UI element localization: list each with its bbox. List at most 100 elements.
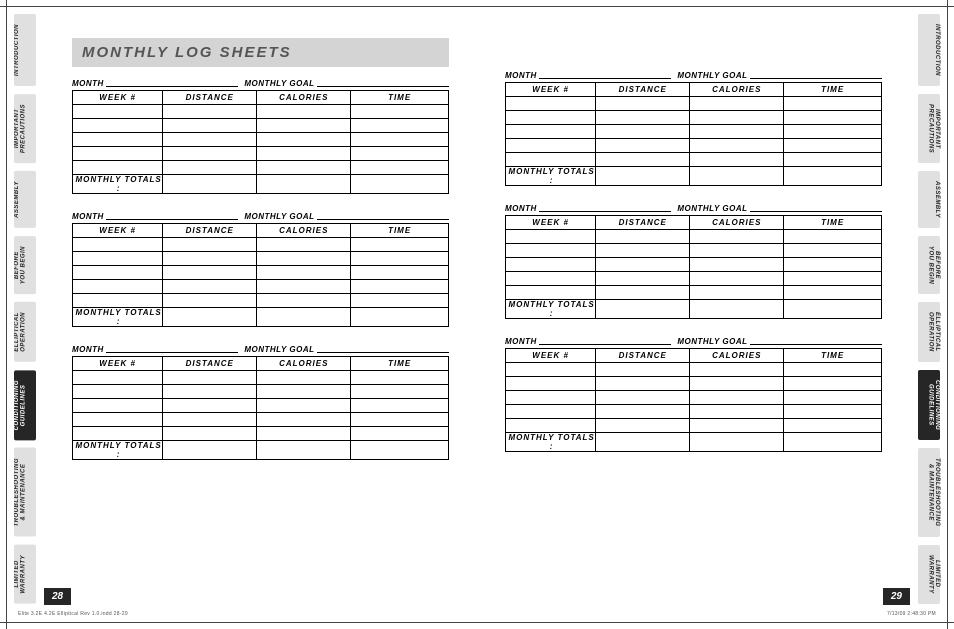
cell-time[interactable] bbox=[784, 125, 882, 139]
cell-calories[interactable] bbox=[257, 266, 351, 280]
cell-time[interactable] bbox=[784, 111, 882, 125]
cell-calories[interactable] bbox=[257, 252, 351, 266]
cell-time[interactable] bbox=[351, 161, 449, 175]
cell-time[interactable] bbox=[351, 133, 449, 147]
cell-distance[interactable] bbox=[163, 133, 257, 147]
cell-distance[interactable] bbox=[596, 363, 690, 377]
goal-blank-line[interactable] bbox=[317, 212, 450, 220]
cell-distance[interactable] bbox=[596, 153, 690, 167]
cell-time[interactable] bbox=[784, 153, 882, 167]
cell-calories[interactable] bbox=[257, 119, 351, 133]
cell-calories[interactable] bbox=[690, 97, 784, 111]
cell-calories[interactable] bbox=[690, 139, 784, 153]
cell-week[interactable] bbox=[73, 252, 163, 266]
cell-distance[interactable] bbox=[596, 244, 690, 258]
cell-week[interactable] bbox=[506, 97, 596, 111]
totals-calories[interactable] bbox=[257, 308, 351, 327]
cell-distance[interactable] bbox=[163, 266, 257, 280]
cell-calories[interactable] bbox=[690, 258, 784, 272]
totals-time[interactable] bbox=[351, 441, 449, 460]
cell-calories[interactable] bbox=[690, 405, 784, 419]
cell-week[interactable] bbox=[506, 244, 596, 258]
cell-distance[interactable] bbox=[163, 427, 257, 441]
totals-distance[interactable] bbox=[163, 441, 257, 460]
cell-distance[interactable] bbox=[596, 405, 690, 419]
side-tab[interactable]: LIMITED WARRANTY bbox=[918, 545, 940, 604]
cell-week[interactable] bbox=[73, 266, 163, 280]
cell-time[interactable] bbox=[784, 139, 882, 153]
cell-time[interactable] bbox=[351, 147, 449, 161]
side-tab[interactable]: LIMITED WARRANTY bbox=[14, 545, 36, 604]
cell-distance[interactable] bbox=[596, 391, 690, 405]
cell-calories[interactable] bbox=[690, 153, 784, 167]
goal-blank-line[interactable] bbox=[750, 71, 883, 79]
cell-time[interactable] bbox=[784, 97, 882, 111]
cell-week[interactable] bbox=[73, 280, 163, 294]
cell-distance[interactable] bbox=[163, 280, 257, 294]
cell-distance[interactable] bbox=[163, 161, 257, 175]
cell-time[interactable] bbox=[351, 385, 449, 399]
cell-week[interactable] bbox=[73, 413, 163, 427]
cell-distance[interactable] bbox=[163, 252, 257, 266]
totals-distance[interactable] bbox=[163, 175, 257, 194]
cell-time[interactable] bbox=[351, 427, 449, 441]
cell-distance[interactable] bbox=[163, 238, 257, 252]
cell-calories[interactable] bbox=[257, 427, 351, 441]
cell-time[interactable] bbox=[351, 280, 449, 294]
cell-time[interactable] bbox=[784, 286, 882, 300]
cell-calories[interactable] bbox=[257, 413, 351, 427]
cell-time[interactable] bbox=[351, 105, 449, 119]
cell-distance[interactable] bbox=[163, 399, 257, 413]
side-tab[interactable]: CONDITIONING GUIDELINES bbox=[918, 370, 940, 440]
cell-calories[interactable] bbox=[257, 105, 351, 119]
totals-distance[interactable] bbox=[596, 300, 690, 319]
cell-time[interactable] bbox=[351, 399, 449, 413]
cell-time[interactable] bbox=[351, 413, 449, 427]
cell-calories[interactable] bbox=[257, 238, 351, 252]
month-blank-line[interactable] bbox=[106, 212, 239, 220]
totals-time[interactable] bbox=[784, 167, 882, 186]
cell-time[interactable] bbox=[351, 294, 449, 308]
cell-time[interactable] bbox=[351, 119, 449, 133]
cell-calories[interactable] bbox=[690, 363, 784, 377]
cell-calories[interactable] bbox=[690, 230, 784, 244]
cell-distance[interactable] bbox=[163, 105, 257, 119]
goal-blank-line[interactable] bbox=[317, 345, 450, 353]
cell-week[interactable] bbox=[506, 153, 596, 167]
cell-time[interactable] bbox=[784, 391, 882, 405]
cell-calories[interactable] bbox=[257, 294, 351, 308]
cell-distance[interactable] bbox=[596, 97, 690, 111]
totals-time[interactable] bbox=[351, 175, 449, 194]
side-tab[interactable]: ELLIPTICAL OPERATION bbox=[14, 302, 36, 362]
cell-time[interactable] bbox=[784, 377, 882, 391]
totals-time[interactable] bbox=[784, 300, 882, 319]
cell-week[interactable] bbox=[73, 427, 163, 441]
cell-calories[interactable] bbox=[257, 399, 351, 413]
totals-distance[interactable] bbox=[596, 433, 690, 452]
totals-distance[interactable] bbox=[596, 167, 690, 186]
totals-calories[interactable] bbox=[690, 300, 784, 319]
cell-distance[interactable] bbox=[163, 147, 257, 161]
goal-blank-line[interactable] bbox=[317, 79, 450, 87]
cell-week[interactable] bbox=[506, 286, 596, 300]
cell-week[interactable] bbox=[506, 272, 596, 286]
goal-blank-line[interactable] bbox=[750, 337, 883, 345]
cell-week[interactable] bbox=[73, 238, 163, 252]
cell-distance[interactable] bbox=[163, 385, 257, 399]
side-tab[interactable]: BEFORE YOU BEGIN bbox=[14, 236, 36, 294]
cell-calories[interactable] bbox=[257, 280, 351, 294]
side-tab[interactable]: CONDITIONING GUIDELINES bbox=[14, 370, 36, 440]
side-tab[interactable]: INTRODUCTION bbox=[14, 14, 36, 86]
cell-time[interactable] bbox=[784, 405, 882, 419]
cell-week[interactable] bbox=[73, 385, 163, 399]
cell-time[interactable] bbox=[784, 230, 882, 244]
cell-time[interactable] bbox=[784, 272, 882, 286]
cell-calories[interactable] bbox=[690, 286, 784, 300]
cell-distance[interactable] bbox=[596, 258, 690, 272]
cell-time[interactable] bbox=[351, 238, 449, 252]
totals-time[interactable] bbox=[351, 308, 449, 327]
cell-calories[interactable] bbox=[257, 133, 351, 147]
cell-distance[interactable] bbox=[163, 294, 257, 308]
cell-week[interactable] bbox=[73, 147, 163, 161]
month-blank-line[interactable] bbox=[106, 345, 239, 353]
